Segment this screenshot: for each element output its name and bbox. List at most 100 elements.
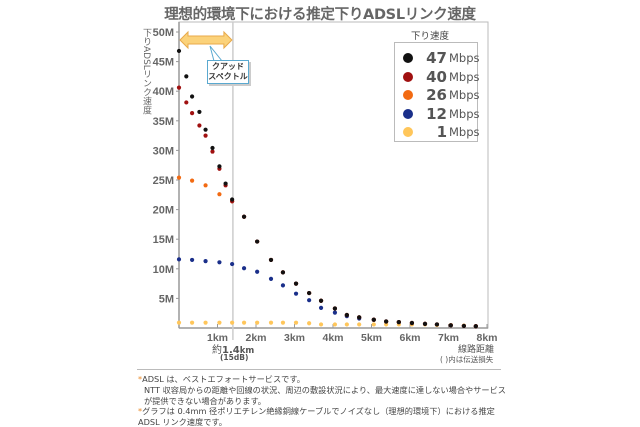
chart-title: 理想的環境下における推定下りADSLリンク速度 — [164, 7, 476, 23]
legend-value: 47 — [426, 49, 447, 67]
data-point-1mbps — [280, 320, 286, 325]
x-tick-label: 6km — [399, 332, 420, 344]
y-tick-label: 50M — [153, 27, 174, 39]
x-tick-label: 7km — [438, 332, 459, 344]
data-point-47mbps — [384, 319, 389, 324]
data-point-47mbps — [307, 290, 312, 296]
data-point-26mbps — [203, 183, 208, 188]
data-point-1mbps — [293, 320, 299, 325]
data-point-47mbps — [409, 320, 415, 326]
data-point-47mbps — [293, 281, 299, 286]
data-point-47mbps — [184, 74, 189, 79]
legend-unit: Mbps — [449, 125, 480, 139]
x-axis-note: ( )内は伝送損失 — [440, 355, 494, 364]
data-point-1mbps — [189, 320, 195, 325]
data-point-47mbps — [268, 257, 274, 263]
legend-item: 1 Mbps — [403, 123, 480, 141]
data-point-47mbps — [230, 197, 235, 202]
data-point-12mbps — [332, 310, 338, 315]
legend: 47 Mbps 40 Mbps 26 Mbps 12 Mbps 1 Mbps — [394, 42, 480, 142]
data-point-47mbps — [396, 319, 401, 325]
legend-dot-icon — [403, 71, 413, 82]
note-1-text: ADSL は、ベストエフォートサービスです。 — [142, 374, 305, 384]
data-point-12mbps — [176, 257, 182, 262]
y-tick-label: 5M — [159, 293, 174, 305]
data-point-47mbps — [473, 324, 478, 329]
data-point-12mbps — [307, 298, 312, 303]
data-point-12mbps — [230, 261, 235, 267]
marker-label: 約1.4km — [212, 341, 254, 356]
legend-unit: Mbps — [449, 88, 480, 102]
note-bullet: * — [138, 374, 143, 384]
data-point-47mbps — [241, 214, 247, 219]
data-point-26mbps — [189, 178, 195, 183]
data-point-47mbps — [223, 181, 228, 186]
note-2: NTT 収容局からの距離や回線の状況、周辺の敷設状況により、最大速度に達しない場… — [144, 385, 506, 406]
data-point-12mbps — [268, 276, 274, 281]
data-point-12mbps — [217, 260, 222, 265]
separator — [137, 369, 501, 370]
data-point-47mbps — [344, 312, 349, 318]
data-point-1mbps — [268, 320, 274, 325]
data-point-1mbps — [371, 322, 376, 327]
legend-value: 26 — [426, 86, 447, 104]
data-point-12mbps — [293, 291, 299, 296]
data-point-47mbps — [318, 298, 324, 303]
data-point-12mbps — [203, 259, 208, 264]
data-point-47mbps — [434, 322, 440, 327]
legend-item: 12 Mbps — [403, 105, 480, 123]
y-tick-label: 25M — [153, 175, 174, 187]
data-point-1mbps — [241, 320, 247, 325]
legend-item: 26 Mbps — [403, 86, 480, 104]
marker-value: 1.4 — [222, 345, 240, 356]
data-point-1mbps — [176, 320, 182, 325]
data-point-47mbps — [332, 306, 338, 311]
data-point-47mbps — [280, 270, 286, 275]
legend-item: 40 Mbps — [403, 68, 480, 86]
data-point-47mbps — [217, 164, 222, 169]
data-point-12mbps — [255, 269, 260, 274]
data-point-47mbps — [203, 127, 208, 132]
data-point-40mbps — [197, 123, 202, 128]
legend-title: 下り速度 — [410, 31, 449, 42]
x-tick-label: 8km — [476, 332, 497, 344]
legend-dot-icon — [403, 90, 413, 100]
data-point-47mbps — [197, 109, 202, 115]
data-point-47mbps — [357, 315, 362, 320]
legend-dot-icon — [403, 108, 413, 119]
data-point-1mbps — [255, 320, 260, 325]
data-point-1mbps — [203, 320, 208, 325]
legend-unit: Mbps — [449, 51, 480, 65]
legend-dot-icon — [403, 127, 413, 137]
callout-line-1: クアッド — [212, 62, 244, 71]
x-tick-label: 3km — [284, 332, 305, 344]
data-point-12mbps — [318, 305, 324, 310]
data-point-12mbps — [241, 266, 247, 271]
callout-pointer — [209, 45, 224, 62]
data-point-1mbps — [217, 320, 222, 325]
y-tick-label: 10M — [153, 264, 174, 276]
y-tick-label: 20M — [153, 205, 174, 217]
data-point-47mbps — [210, 145, 215, 151]
legend-unit: Mbps — [449, 69, 480, 84]
data-point-1mbps — [384, 322, 389, 327]
x-tick-label: 4km — [322, 332, 343, 344]
data-point-1mbps — [332, 322, 338, 327]
legend-unit: Mbps — [449, 106, 480, 121]
data-point-47mbps — [255, 239, 260, 244]
data-point-40mbps — [210, 149, 215, 154]
data-point-47mbps — [448, 323, 453, 328]
legend-dot-icon — [403, 53, 413, 63]
quad-spectrum-callout: クアッド スペクトル — [207, 60, 249, 84]
data-point-26mbps — [176, 175, 182, 180]
callout-line-2: スペクトル — [208, 72, 248, 81]
data-point-47mbps — [371, 317, 376, 322]
data-point-40mbps — [176, 85, 182, 90]
legend-value: 40 — [426, 67, 447, 86]
data-point-12mbps — [189, 257, 195, 263]
y-tick-label: 40M — [153, 86, 174, 98]
data-point-40mbps — [203, 133, 208, 138]
note-3-text: グラフは 0.4mm 径ポリエチレン絶縁銅線ケーブルでノイズなし（理想的環境下）… — [138, 406, 495, 427]
x-axis-label: 線路距離 — [458, 345, 495, 355]
